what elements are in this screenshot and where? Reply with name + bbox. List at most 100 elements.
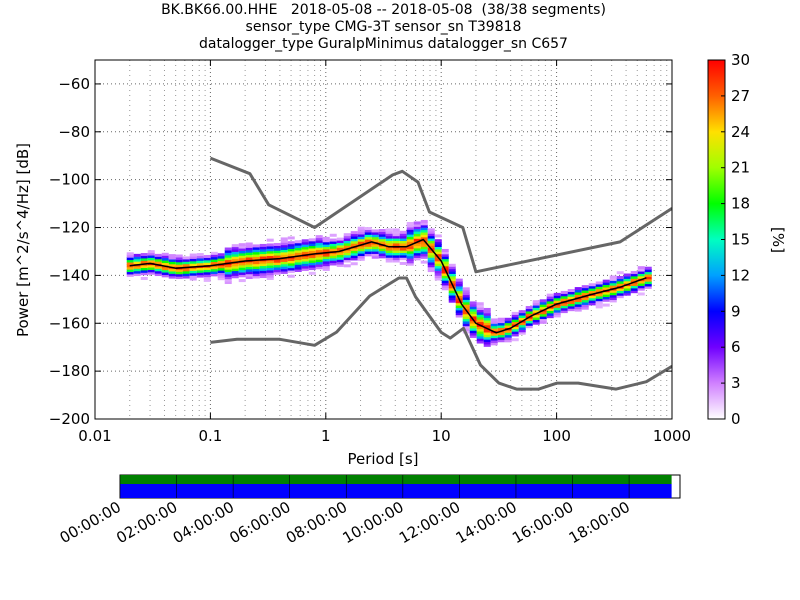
density-cell bbox=[399, 230, 407, 234]
density-cell bbox=[287, 265, 295, 269]
density-cell bbox=[357, 250, 365, 254]
density-cell bbox=[406, 229, 414, 233]
density-cell bbox=[182, 261, 190, 265]
density-cell bbox=[371, 246, 379, 250]
density-cell bbox=[427, 252, 435, 256]
density-cell bbox=[616, 278, 624, 282]
density-cell bbox=[427, 235, 435, 239]
density-cell bbox=[567, 303, 575, 307]
density-cell bbox=[581, 285, 589, 289]
density-cell bbox=[427, 257, 435, 261]
density-cell bbox=[399, 233, 407, 237]
density-cell bbox=[203, 274, 211, 278]
density-cell bbox=[357, 248, 365, 252]
density-cell bbox=[448, 273, 456, 277]
density-cell bbox=[154, 265, 162, 269]
colorbar-tick-label: 18 bbox=[731, 195, 750, 213]
density-cell bbox=[161, 262, 169, 266]
density-cell bbox=[574, 299, 582, 303]
density-cell bbox=[476, 340, 484, 344]
density-cell bbox=[476, 311, 484, 315]
density-cell bbox=[574, 303, 582, 307]
density-cell bbox=[525, 308, 533, 312]
density-cell bbox=[266, 250, 274, 254]
density-cell bbox=[406, 238, 414, 242]
density-cell bbox=[490, 332, 498, 336]
density-cell bbox=[301, 263, 309, 267]
density-cell bbox=[280, 246, 288, 250]
density-cell bbox=[448, 299, 456, 303]
noise-model-lines bbox=[129, 156, 672, 391]
density-cell bbox=[588, 290, 596, 294]
density-cell bbox=[420, 253, 428, 257]
density-cell bbox=[427, 242, 435, 246]
density-cell bbox=[343, 257, 351, 261]
density-cell bbox=[392, 228, 400, 232]
density-cell bbox=[182, 263, 190, 267]
density-cell bbox=[644, 281, 652, 285]
density-cell bbox=[343, 235, 351, 239]
density-cell bbox=[623, 273, 631, 277]
density-cell bbox=[224, 273, 232, 277]
density-cell bbox=[259, 270, 267, 274]
density-cell bbox=[140, 272, 148, 276]
density-cell bbox=[378, 238, 386, 242]
density-cell bbox=[609, 280, 617, 284]
axis-ticks: 0.01 0.1 1 10 100 1000 −200 −180 −160 −140 −120 −10… bbox=[49, 60, 691, 445]
density-cell bbox=[154, 270, 162, 274]
density-cell bbox=[490, 342, 498, 346]
density-cell bbox=[455, 314, 463, 318]
density-cell bbox=[504, 317, 512, 321]
density-cell bbox=[476, 330, 484, 334]
density-cell bbox=[315, 254, 323, 258]
colorbar-tick-label: 0 bbox=[731, 410, 741, 428]
density-cell bbox=[532, 302, 540, 306]
density-cell bbox=[231, 263, 239, 267]
x-tick-label: 100 bbox=[542, 427, 571, 445]
density-cell bbox=[252, 273, 260, 277]
density-cell bbox=[350, 243, 358, 247]
density-cell bbox=[308, 247, 316, 251]
density-cell bbox=[434, 251, 442, 255]
density-cell bbox=[140, 253, 148, 257]
density-cell bbox=[595, 300, 603, 304]
density-cell bbox=[609, 275, 617, 279]
density-cell bbox=[168, 270, 176, 274]
density-cell bbox=[175, 264, 183, 268]
density-cell bbox=[224, 252, 232, 256]
density-cell bbox=[301, 241, 309, 245]
chart-title: BK.BK66.00.HHE 2018-05-08 -- 2018-05-08 … bbox=[95, 2, 672, 53]
density-cell bbox=[273, 250, 281, 254]
density-cell bbox=[287, 267, 295, 271]
median-line bbox=[129, 238, 647, 334]
density-cell bbox=[595, 293, 603, 297]
density-cell bbox=[483, 319, 491, 323]
density-cell bbox=[455, 295, 463, 299]
density-cell bbox=[217, 260, 225, 264]
density-cell bbox=[525, 306, 533, 310]
density-cell bbox=[441, 277, 449, 281]
density-cell bbox=[539, 304, 547, 308]
density-cell bbox=[245, 256, 253, 260]
density-cell bbox=[623, 275, 631, 279]
density-cell bbox=[294, 245, 302, 249]
density-cell bbox=[462, 296, 470, 300]
density-cell bbox=[210, 259, 218, 263]
density-cell bbox=[168, 261, 176, 265]
density-cell bbox=[385, 254, 393, 258]
density-cell bbox=[490, 327, 498, 331]
density-cell bbox=[490, 339, 498, 343]
density-cell bbox=[322, 267, 330, 271]
density-cell bbox=[504, 322, 512, 326]
density-cell bbox=[378, 252, 386, 256]
density-cell bbox=[238, 247, 246, 251]
density-cell bbox=[399, 252, 407, 256]
density-cell bbox=[343, 259, 351, 263]
density-cell bbox=[161, 255, 169, 259]
density-cell bbox=[434, 267, 442, 271]
density-cell bbox=[217, 258, 225, 262]
density-cell bbox=[168, 258, 176, 262]
density-cell bbox=[455, 312, 463, 316]
density-cell bbox=[462, 294, 470, 298]
density-cell bbox=[567, 305, 575, 309]
